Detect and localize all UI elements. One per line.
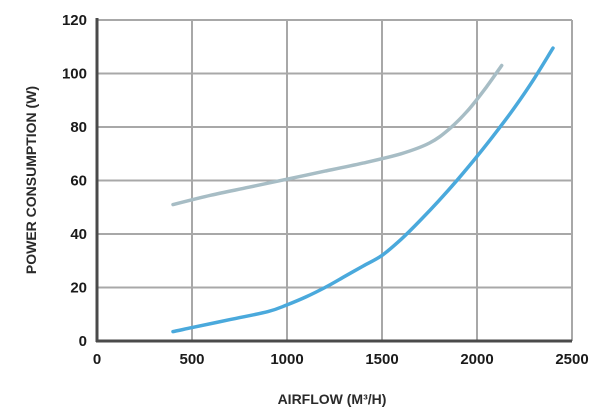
y-tick-label: 0 — [79, 333, 87, 350]
x-tick-label: 2000 — [460, 351, 493, 368]
y-tick-label: 60 — [70, 173, 87, 190]
x-tick-label: 0 — [93, 351, 101, 368]
x-tick-label: 2500 — [555, 351, 588, 368]
tick-labels: 0 500 1000 1500 2000 2500 0 20 40 60 80 100 120 — [62, 12, 589, 368]
x-tick-label: 500 — [179, 351, 204, 368]
axes — [95, 18, 572, 343]
x-axis-title: AIRFLOW (M³/H) — [278, 391, 387, 407]
x-tick-label: 1000 — [270, 351, 303, 368]
x-tick-label: 1500 — [365, 351, 398, 368]
y-axis-title: POWER CONSUMPTION (W) — [23, 86, 39, 274]
y-tick-label: 120 — [62, 12, 87, 29]
series-line-blue — [171, 46, 555, 334]
grid — [97, 19, 573, 341]
y-tick-label: 80 — [70, 119, 87, 136]
y-tick-label: 100 — [62, 66, 87, 83]
y-tick-label: 20 — [70, 280, 87, 297]
y-tick-label: 40 — [70, 226, 87, 243]
series-layer — [171, 46, 555, 334]
series-line-gray — [171, 63, 504, 207]
